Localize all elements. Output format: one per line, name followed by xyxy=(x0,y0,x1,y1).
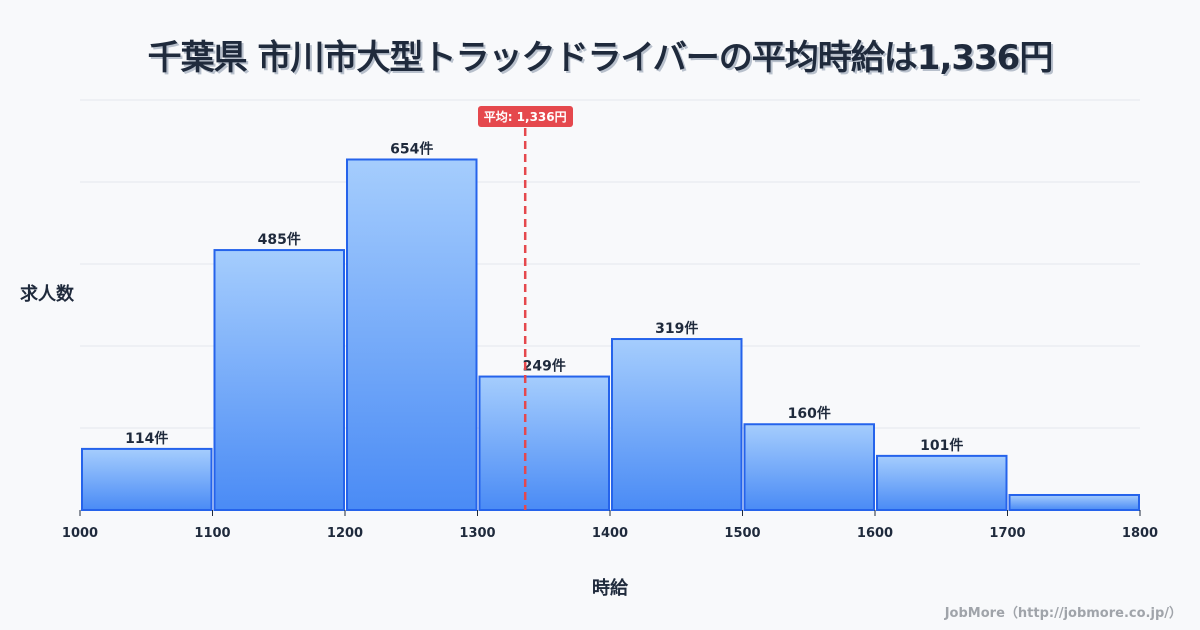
histogram-bar xyxy=(743,423,875,511)
bar-value-labels: 114件 485件 654件 249件 319件 160件 101件 xyxy=(125,140,963,453)
histogram-bar xyxy=(876,454,1008,512)
x-tick-label: 1700 xyxy=(989,526,1025,541)
x-tick-label: 1100 xyxy=(194,526,230,541)
x-tick-label: 1300 xyxy=(459,526,495,541)
bars xyxy=(81,158,1140,512)
x-axis-label: 時給 xyxy=(592,578,628,599)
histogram-bar xyxy=(1008,493,1140,512)
x-tick-label: 1600 xyxy=(857,526,893,541)
x-tick-label: 1200 xyxy=(327,526,363,541)
x-tick-label: 1400 xyxy=(592,526,628,541)
bar-value-label: 319件 xyxy=(655,320,698,337)
bar-value-label: 249件 xyxy=(523,358,566,375)
bar-value-label: 101件 xyxy=(920,437,963,454)
mean-badge: 平均: 1,336円 xyxy=(477,106,573,127)
bar-value-label: 654件 xyxy=(390,140,433,157)
x-tick-label: 1500 xyxy=(724,526,760,541)
x-tick-label: 1000 xyxy=(62,526,98,541)
y-axis-label: 求人数 xyxy=(20,284,74,305)
x-axis: 1000 1100 1200 1300 1400 1500 1600 1700 1800 xyxy=(62,510,1158,541)
bar-value-label: 485件 xyxy=(258,231,301,248)
histogram-bar xyxy=(478,375,610,511)
histogram-bar xyxy=(213,249,345,511)
histogram-bar xyxy=(611,338,743,511)
histogram-bar xyxy=(346,158,478,511)
bar-value-label: 160件 xyxy=(788,405,831,422)
histogram-bar xyxy=(81,447,213,511)
chart-title: 千葉県 市川市大型トラックドライバーの平均時給は1,336円 xyxy=(147,38,1054,78)
footer-credit: JobMore（http://jobmore.co.jp/） xyxy=(944,606,1182,621)
bar-value-label: 114件 xyxy=(125,430,168,447)
x-tick-label: 1800 xyxy=(1122,526,1158,541)
